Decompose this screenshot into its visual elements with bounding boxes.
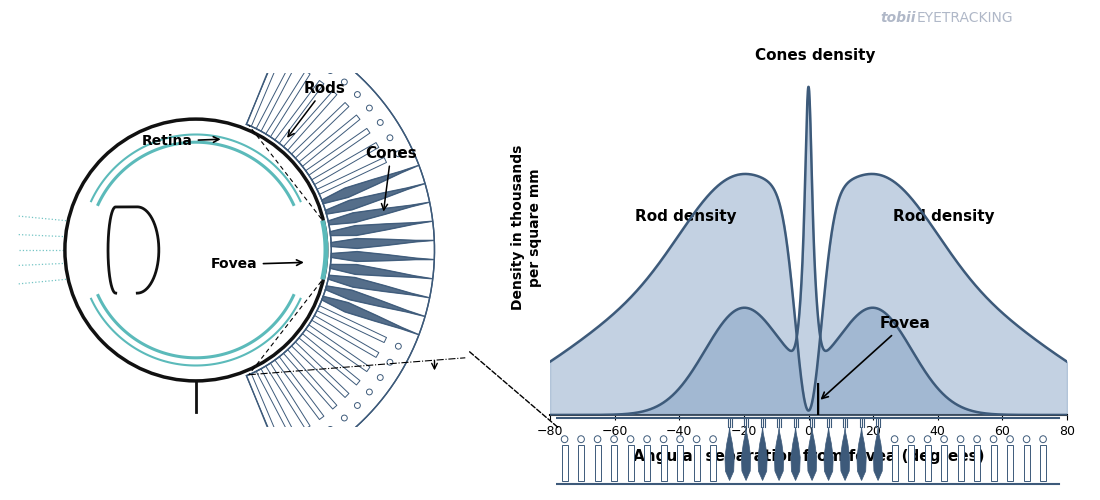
Polygon shape [1024,445,1030,480]
Polygon shape [909,445,914,480]
Circle shape [65,119,327,381]
Polygon shape [331,252,434,262]
Polygon shape [840,427,849,480]
Text: Fovea: Fovea [211,258,303,272]
Polygon shape [678,445,683,480]
Text: Cones density: Cones density [755,48,876,63]
Polygon shape [925,445,931,480]
Polygon shape [328,202,430,225]
Text: Retina: Retina [142,134,219,148]
Polygon shape [595,445,601,480]
Polygon shape [791,427,800,480]
Polygon shape [824,427,833,480]
Polygon shape [331,238,434,248]
Polygon shape [942,445,947,480]
Polygon shape [1041,445,1046,480]
Polygon shape [246,28,434,471]
Text: tobii: tobii [881,12,916,26]
Y-axis label: Density in thousands
per square mm: Density in thousands per square mm [512,145,541,310]
Polygon shape [326,184,425,214]
Polygon shape [857,427,866,480]
Polygon shape [322,296,419,335]
Polygon shape [892,445,898,480]
Polygon shape [330,264,432,279]
Polygon shape [326,286,425,316]
Polygon shape [774,427,783,480]
Text: Rod density: Rod density [635,209,737,224]
Polygon shape [628,445,634,480]
Text: Rods: Rods [288,81,345,136]
Polygon shape [725,427,734,480]
Polygon shape [711,445,716,480]
Polygon shape [330,221,432,236]
Polygon shape [975,445,980,480]
Polygon shape [645,445,650,480]
Polygon shape [328,275,430,298]
Polygon shape [322,166,419,203]
Polygon shape [807,427,816,480]
Polygon shape [1008,445,1013,480]
Polygon shape [873,427,882,480]
Polygon shape [579,445,584,480]
Polygon shape [958,445,964,480]
Text: Rod density: Rod density [893,209,996,224]
Polygon shape [694,445,700,480]
Polygon shape [661,445,667,480]
Polygon shape [991,445,997,480]
Polygon shape [108,207,158,293]
Polygon shape [741,427,750,480]
Text: Fovea: Fovea [822,316,931,398]
Text: EYETRACKING: EYETRACKING [916,12,1013,26]
Polygon shape [612,445,617,480]
Text: Cones: Cones [365,146,417,210]
X-axis label: Angular separation from fovea (degrees): Angular separation from fovea (degrees) [632,449,984,464]
Polygon shape [562,445,568,480]
Polygon shape [758,427,767,480]
